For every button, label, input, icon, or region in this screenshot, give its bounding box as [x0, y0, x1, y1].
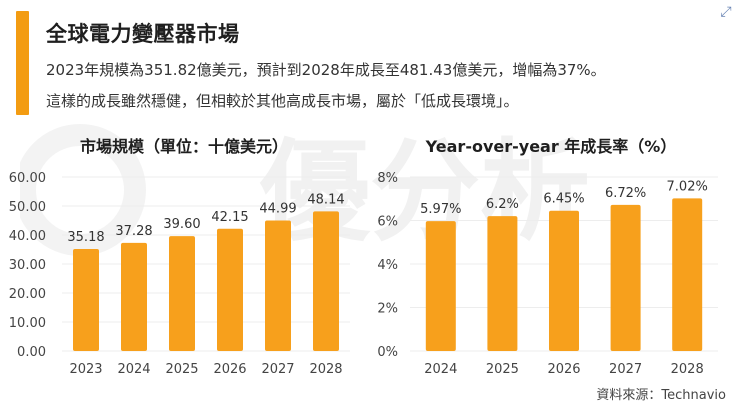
bar [425, 221, 456, 351]
expand-icon[interactable]: ⤢ [720, 4, 732, 20]
source-note: 資料來源：Technavio [596, 388, 726, 403]
y-tick-label: 0% [377, 345, 398, 360]
y-tick-label: 0.00 [17, 345, 46, 360]
chart-title: Year-over-year 年成長率（%） [425, 137, 677, 156]
summary-line-2: 這樣的成長雖然穩健，但相較於其他高成長市場，屬於「低成長環境」。 [46, 92, 519, 110]
y-tick-label: 4% [377, 258, 398, 273]
y-tick-label: 20.00 [9, 287, 46, 302]
y-tick-label: 40.00 [9, 229, 46, 244]
bar [217, 228, 243, 351]
data-label: 37.28 [115, 224, 152, 239]
summary-line-1: 2023年規模為351.82億美元，預計到2028年成長至481.43億美元，增… [46, 61, 606, 79]
x-tick-label: 2026 [213, 362, 246, 377]
bar [265, 220, 291, 351]
title-accent-bar [16, 11, 29, 115]
y-tick-label: 2% [377, 302, 398, 317]
data-label: 48.14 [307, 192, 344, 207]
x-tick-label: 2025 [486, 362, 519, 377]
x-tick-label: 2024 [117, 362, 150, 377]
page-title: 全球電力變壓器市場 [46, 22, 240, 46]
data-label: 5.97% [420, 202, 461, 217]
bar [487, 216, 518, 351]
data-label: 6.45% [543, 192, 584, 207]
yoy-growth-chart: Year-over-year 年成長率（%） 0% 2% 4% 6% 8% 5.97% 202… [377, 137, 718, 377]
y-tick-label: 60.00 [9, 171, 46, 186]
y-tick-label: 30.00 [9, 258, 46, 273]
y-tick-label: 6% [377, 215, 398, 230]
chart-title: 市場規模（單位：十億美元） [80, 137, 288, 156]
x-tick-label: 2028 [309, 362, 342, 377]
bar [672, 198, 703, 351]
x-tick-label: 2027 [609, 362, 642, 377]
y-tick-label: 50.00 [9, 200, 46, 215]
bar [313, 211, 339, 351]
bar [121, 242, 147, 351]
data-label: 39.60 [163, 217, 200, 232]
data-label: 6.2% [486, 197, 519, 212]
market-size-chart: 市場規模（單位：十億美元） 0.00 10.00 20.00 30.00 40.00 50.… [9, 137, 350, 377]
x-tick-label: 2026 [547, 362, 580, 377]
y-tick-label: 10.00 [9, 316, 46, 331]
bar [169, 236, 195, 351]
x-tick-label: 2028 [671, 362, 704, 377]
data-label: 42.15 [211, 210, 248, 225]
x-tick-label: 2027 [261, 362, 294, 377]
x-tick-label: 2023 [69, 362, 102, 377]
x-tick-label: 2025 [165, 362, 198, 377]
bar [610, 204, 641, 351]
data-label: 6.72% [605, 186, 646, 201]
y-tick-label: 8% [377, 171, 398, 186]
bar [549, 210, 579, 351]
data-label: 7.02% [667, 179, 708, 194]
x-tick-label: 2024 [424, 362, 457, 377]
bar [73, 248, 99, 351]
data-label: 44.99 [259, 202, 296, 217]
data-label: 35.18 [67, 230, 104, 245]
